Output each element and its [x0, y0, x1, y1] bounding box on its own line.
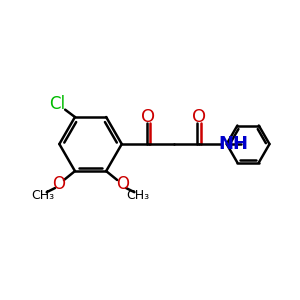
Text: O: O [192, 108, 206, 126]
Text: CH₃: CH₃ [126, 189, 149, 202]
Text: CH₃: CH₃ [32, 189, 55, 202]
Text: O: O [142, 108, 156, 126]
Text: NH: NH [219, 135, 249, 153]
Text: O: O [52, 176, 65, 194]
Text: Cl: Cl [49, 95, 65, 113]
Text: O: O [116, 176, 129, 194]
